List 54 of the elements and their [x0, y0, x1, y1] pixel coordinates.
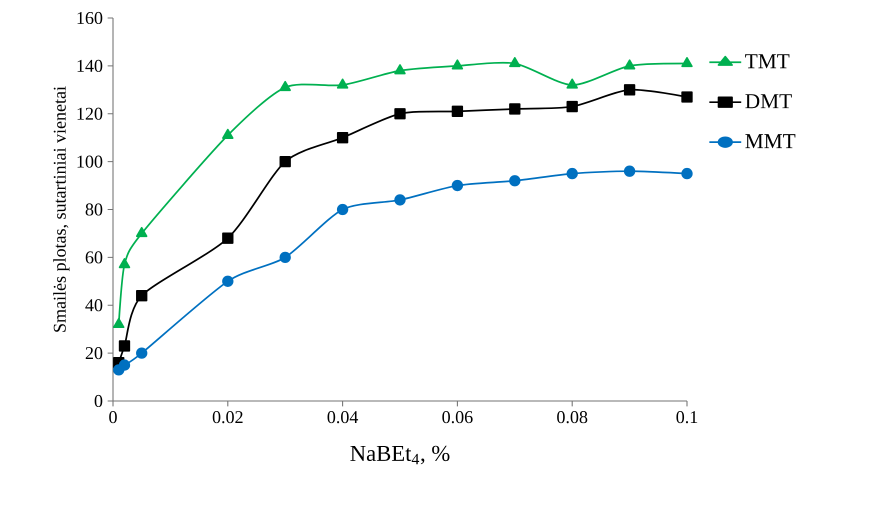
legend-label: MMT — [745, 134, 796, 148]
y-tick-label: 20 — [86, 347, 102, 360]
point — [118, 258, 130, 268]
x-tick-label: 0.02 — [212, 411, 243, 424]
point — [509, 103, 520, 115]
x-tick-label: 0 — [109, 411, 117, 424]
point — [566, 78, 578, 89]
point — [118, 340, 130, 352]
point — [394, 64, 406, 74]
x-tick-label: 0.1 — [676, 411, 698, 424]
point — [280, 252, 291, 264]
x-tick-label: 0.06 — [442, 411, 473, 424]
point — [136, 226, 148, 238]
point — [681, 168, 693, 180]
point — [509, 175, 520, 186]
point — [136, 290, 148, 302]
point — [624, 59, 636, 70]
point — [336, 132, 348, 144]
point — [452, 59, 464, 70]
y-axis-title: Smailės plotas, sutartiniai vienetai — [53, 86, 70, 332]
point — [336, 204, 348, 216]
y-tick-label: 120 — [78, 108, 102, 120]
point — [624, 84, 636, 96]
y-tick-label: 100 — [78, 156, 102, 168]
point — [624, 166, 636, 177]
point — [136, 347, 148, 359]
point — [509, 57, 521, 68]
point — [394, 108, 406, 120]
point — [118, 359, 130, 371]
point — [280, 156, 291, 168]
point — [394, 194, 406, 206]
x-axis-title: NaBEt$_{4}$, % — [350, 446, 450, 464]
point — [681, 91, 693, 103]
point — [566, 100, 578, 112]
point — [681, 57, 693, 68]
point — [222, 232, 234, 244]
y-tick-label: 140 — [78, 60, 102, 72]
x-tick-label: 0.04 — [328, 411, 358, 424]
y-tick-label: 40 — [85, 299, 102, 312]
y-tick-label: 160 — [78, 12, 102, 24]
legend-label: DMT — [745, 94, 792, 108]
point — [222, 276, 234, 287]
point — [336, 78, 348, 89]
legend-label: TMT — [745, 54, 790, 68]
y-tick-label: 80 — [86, 203, 102, 216]
point — [452, 106, 464, 118]
point — [566, 168, 578, 180]
y-tick-label: 0 — [94, 394, 102, 408]
point — [222, 128, 234, 139]
point — [279, 80, 291, 92]
x-tick-label: 0.08 — [557, 411, 588, 424]
point — [452, 180, 464, 192]
point — [113, 318, 124, 328]
y-tick-label: 60 — [86, 251, 102, 264]
